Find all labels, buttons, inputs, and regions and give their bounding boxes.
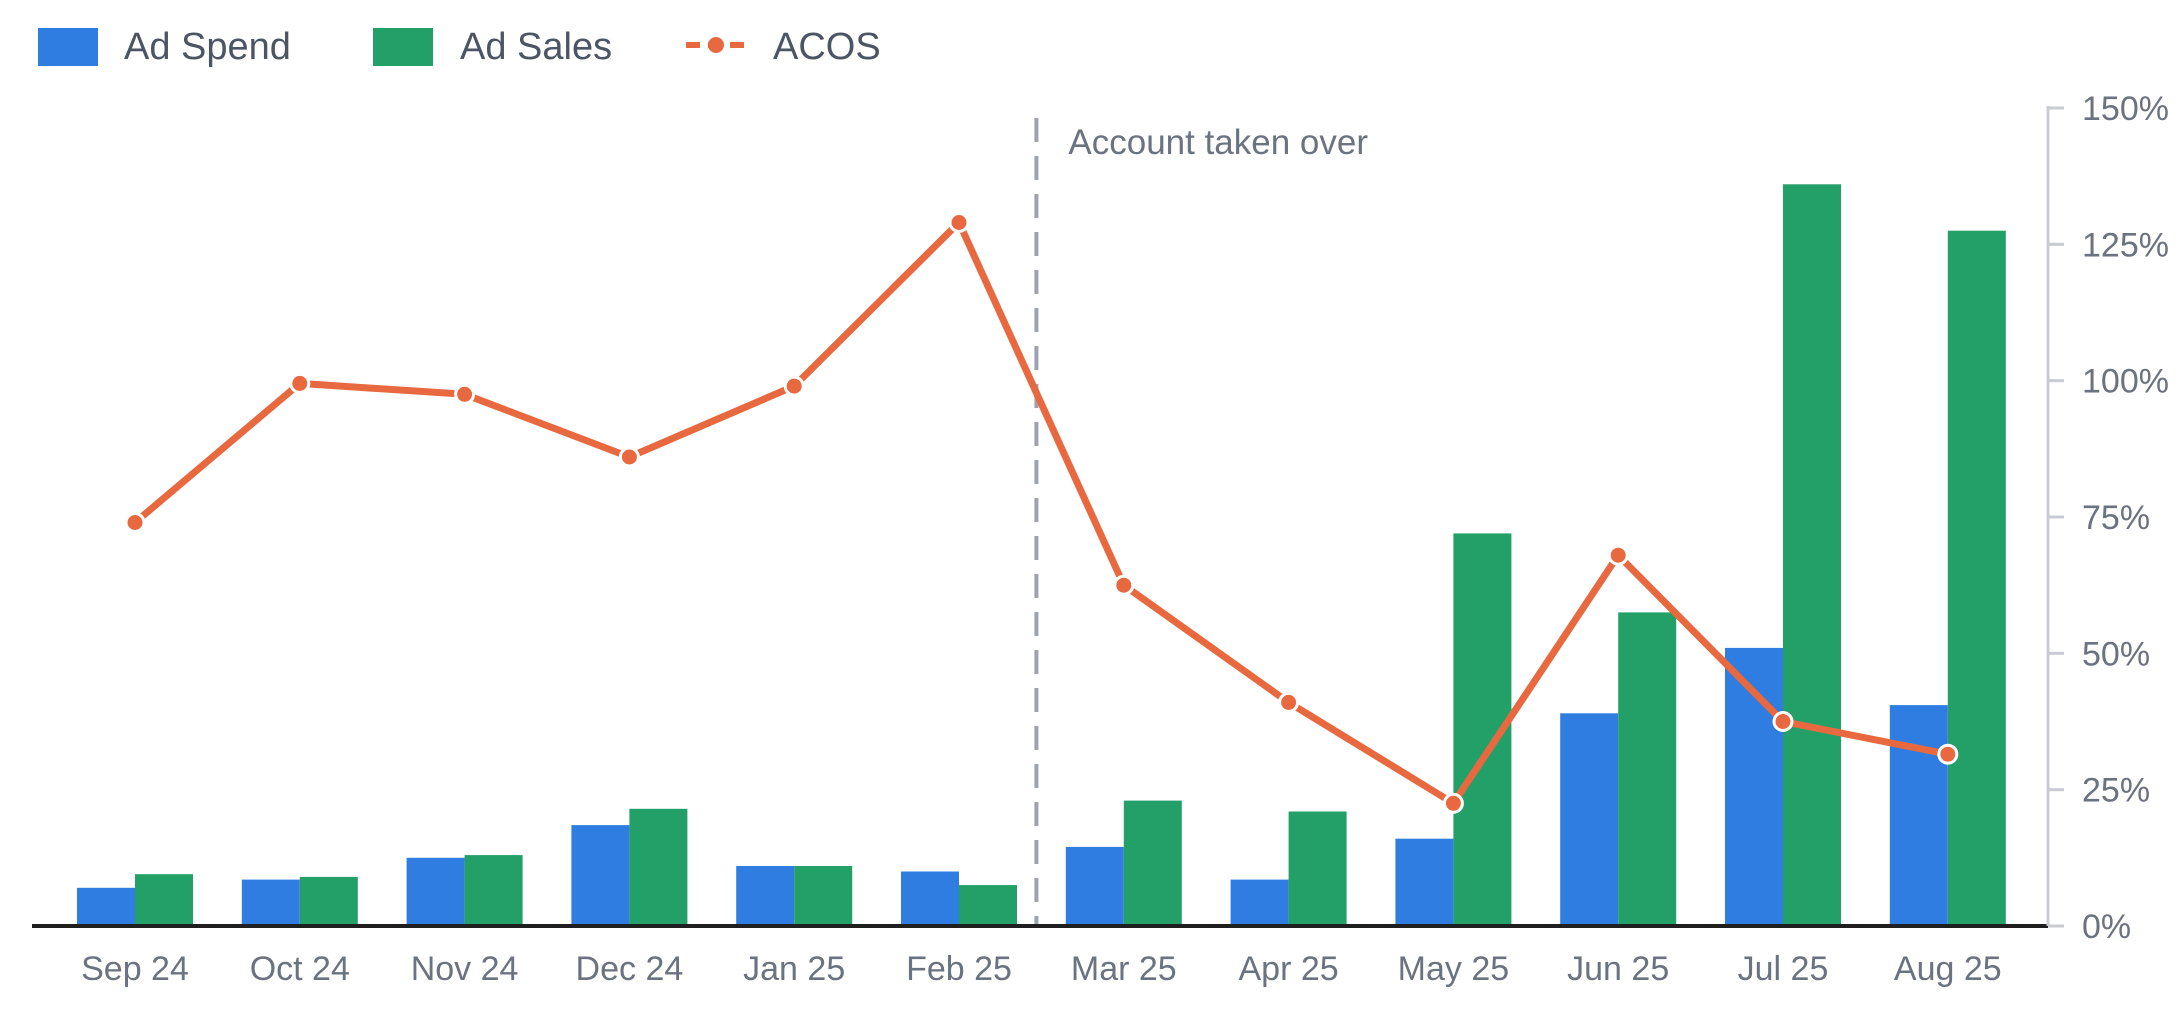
legend-label-ad-spend: Ad Spend [124, 26, 291, 68]
y-right-tick-label-50: 50% [2082, 635, 2150, 673]
acos-point-apr-25 [1278, 691, 1300, 713]
bar-ad-spend-sep-24 [77, 887, 135, 926]
legend-swatch-ad-sales [373, 28, 433, 66]
y-right-tick-label-125: 125% [2082, 226, 2169, 264]
legend-item-ad-sales: Ad Sales [373, 26, 612, 68]
bar-ad-sales-apr-25 [1288, 811, 1347, 926]
axes: Sep 24 Oct 24 Nov 24 Dec 24 Jan 25 Feb 25 Mar … [32, 90, 2169, 988]
x-tick-label-sep-24: Sep 24 [81, 950, 189, 988]
legend-item-acos: ACOS [686, 26, 881, 68]
bar-ad-sales-jul-25 [1783, 184, 1841, 927]
bar-ad-sales-nov-24 [464, 855, 523, 926]
y-right-tick-label-150: 150% [2082, 90, 2169, 128]
y-right-tick-label-25: 25% [2082, 772, 2150, 810]
bar-ad-spend-nov-24 [406, 857, 465, 926]
acos-line-layer [124, 212, 1959, 814]
acos-point-mar-25 [1113, 574, 1135, 596]
legend-swatch-ad-spend [38, 28, 98, 66]
x-tick-label-may-25: May 25 [1398, 950, 1510, 988]
acos-point-nov-24 [454, 383, 476, 405]
x-tick-label-oct-24: Oct 24 [250, 950, 350, 988]
bar-ad-sales-jan-25 [794, 866, 853, 926]
acos-point-jan-25 [783, 375, 805, 397]
bar-ad-sales-aug-25 [1947, 230, 2006, 926]
acos-point-dec-24 [618, 446, 640, 468]
legend-marker-acos [708, 37, 724, 53]
bar-ad-sales-feb-25 [959, 885, 1017, 926]
legend-label-acos: ACOS [773, 26, 881, 68]
acos-point-may-25 [1442, 792, 1464, 814]
bar-ad-spend-dec-24 [571, 825, 630, 926]
acos-point-oct-24 [289, 372, 311, 394]
bar-ad-sales-jun-25 [1618, 612, 1677, 926]
legend-label-ad-sales: Ad Sales [460, 26, 612, 68]
bar-ad-spend-aug-25 [1889, 705, 1948, 926]
acos-point-aug-25 [1937, 743, 1959, 765]
acos-point-jun-25 [1607, 544, 1629, 566]
legend: Ad Spend Ad Sales ACOS [38, 26, 881, 68]
y-right-tick-label-0: 0% [2082, 908, 2131, 946]
bar-ad-spend-apr-25 [1230, 879, 1289, 926]
annotations: Account taken over [1034, 118, 1368, 924]
bars [77, 184, 2006, 927]
legend-item-ad-spend: Ad Spend [38, 26, 291, 68]
bar-ad-spend-jun-25 [1560, 713, 1619, 926]
bar-ad-sales-oct-24 [299, 876, 358, 926]
bar-ad-spend-jan-25 [736, 866, 795, 926]
annotation-label: Account taken over [1068, 123, 1368, 162]
x-tick-label-mar-25: Mar 25 [1071, 950, 1177, 988]
acos-point-sep-24 [124, 512, 146, 533]
x-tick-label-aug-25: Aug 25 [1894, 950, 2002, 988]
x-tick-label-jul-25: Jul 25 [1738, 950, 1829, 988]
bar-ad-sales-mar-25 [1123, 800, 1182, 926]
x-tick-label-jan-25: Jan 25 [743, 950, 845, 988]
x-tick-label-nov-24: Nov 24 [411, 950, 519, 988]
bar-ad-spend-oct-24 [241, 879, 300, 926]
bar-ad-sales-sep-24 [135, 874, 193, 926]
bar-ad-spend-may-25 [1395, 838, 1454, 926]
x-tick-label-apr-25: Apr 25 [1239, 950, 1339, 988]
x-tick-label-dec-24: Dec 24 [576, 950, 684, 988]
acos-line [131, 219, 1952, 807]
y-right-tick-label-100: 100% [2082, 363, 2169, 401]
x-tick-label-feb-25: Feb 25 [906, 950, 1012, 988]
x-tick-label-jun-25: Jun 25 [1567, 950, 1669, 988]
bar-ad-spend-feb-25 [901, 871, 959, 926]
acos-point-jul-25 [1772, 711, 1794, 732]
y-right-tick-label-75: 75% [2082, 499, 2150, 537]
bar-ad-sales-dec-24 [629, 808, 688, 926]
bar-ad-spend-mar-25 [1065, 846, 1124, 926]
acos-point-feb-25 [948, 212, 970, 233]
